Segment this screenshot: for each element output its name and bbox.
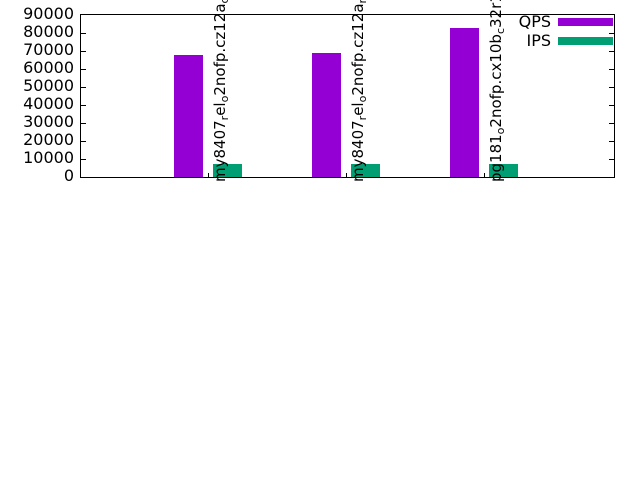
y-tick-mark: [81, 159, 86, 160]
legend-swatch: [558, 18, 613, 26]
y-tick-mark: [609, 87, 614, 88]
bar-qps-2: [312, 52, 341, 177]
chart-legend: QPS IPS: [488, 12, 613, 50]
y-tick-label: 80000: [23, 22, 74, 41]
bar-ips-1: [213, 164, 242, 177]
y-tick-mark: [609, 159, 614, 160]
y-tick-mark: [81, 105, 86, 106]
y-tick-mark: [609, 141, 614, 142]
legend-item-qps: QPS: [488, 12, 613, 31]
bar-ips-3: [489, 164, 518, 177]
bar-qps-1: [174, 54, 203, 177]
y-tick-mark: [609, 123, 614, 124]
y-tick-label: 70000: [23, 40, 74, 59]
legend-label: QPS: [518, 12, 551, 31]
y-tick-label: 60000: [23, 58, 74, 77]
y-tick-mark: [609, 51, 614, 52]
y-tick-label: 30000: [23, 112, 74, 131]
y-tick-mark: [609, 105, 614, 106]
x-axis-label-2: my8407relo2nofp.cz12anocbc32r128: [349, 0, 369, 182]
y-tick-label: 40000: [23, 94, 74, 113]
x-tick-mark: [484, 173, 485, 178]
x-axis-label-1: my8407relo2nofp.cz12ac32r128: [211, 0, 231, 182]
y-tick-mark: [81, 33, 86, 34]
bar-ips-2: [351, 163, 380, 177]
legend-label: IPS: [526, 31, 551, 50]
y-axis: 0 10000 20000 30000 40000 50000 60000 70000 8000…: [0, 0, 74, 480]
x-tick-mark: [346, 173, 347, 178]
bar-qps-3: [450, 27, 479, 177]
y-tick-label: 20000: [23, 130, 74, 149]
y-tick-mark: [81, 123, 86, 124]
legend-item-ips: IPS: [488, 31, 613, 50]
legend-swatch: [558, 37, 613, 45]
plot-area: [80, 14, 615, 178]
y-tick-mark: [81, 51, 86, 52]
y-tick-label: 50000: [23, 76, 74, 95]
y-tick-mark: [81, 87, 86, 88]
y-tick-mark: [81, 69, 86, 70]
x-tick-mark: [208, 173, 209, 178]
y-tick-label: 90000: [23, 4, 74, 23]
y-tick-mark: [609, 69, 614, 70]
y-tick-mark: [81, 141, 86, 142]
y-tick-label: 0: [63, 166, 74, 185]
y-tick-mark: [609, 33, 614, 34]
y-tick-label: 10000: [23, 148, 74, 167]
